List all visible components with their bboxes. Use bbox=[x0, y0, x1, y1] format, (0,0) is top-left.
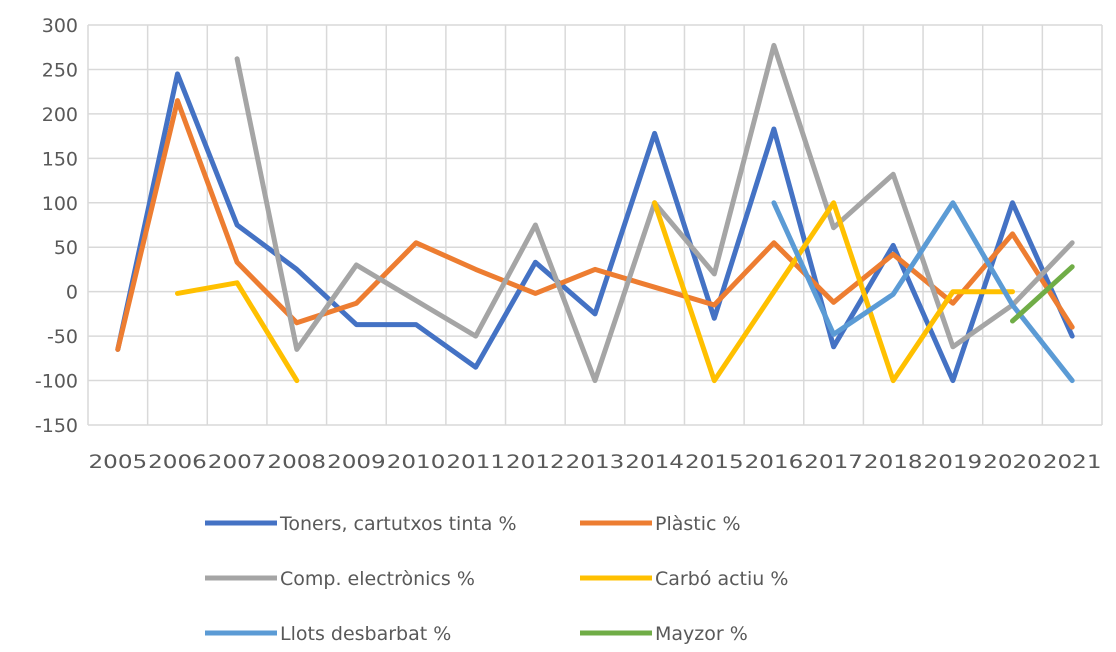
legend-label: Carbó actiu % bbox=[655, 568, 788, 590]
y-tick-label: 150 bbox=[42, 148, 78, 170]
legend-item: Mayzor % bbox=[580, 623, 748, 645]
legend-item: Carbó actiu % bbox=[580, 568, 788, 590]
y-tick-label: 250 bbox=[42, 59, 78, 81]
series-line bbox=[175, 280, 300, 384]
y-tick-label: 300 bbox=[42, 15, 78, 37]
legend-label: Comp. electrònics % bbox=[280, 568, 475, 590]
series-toners-cartutxos-tinta bbox=[115, 71, 1075, 384]
legend: Toners, cartutxos tinta % Plàstic % Comp. … bbox=[205, 513, 788, 645]
series-line bbox=[1010, 264, 1075, 324]
series-lines bbox=[115, 42, 1075, 384]
series-line bbox=[652, 200, 1015, 384]
y-tick-label: 50 bbox=[54, 237, 78, 259]
y-axis-ticks: 300 250 200 150 100 50 0 -50 -100 -150 bbox=[35, 15, 78, 437]
legend-label: Llots desbarbat % bbox=[280, 623, 451, 645]
series-line bbox=[115, 71, 1075, 384]
y-tick-label: 200 bbox=[42, 104, 78, 126]
legend-item: Toners, cartutxos tinta % bbox=[205, 513, 517, 535]
legend-label: Mayzor % bbox=[655, 623, 748, 645]
x-tick-label: 2009 bbox=[327, 451, 386, 473]
series-llots-desbarbat bbox=[771, 200, 1075, 384]
legend-label: Toners, cartutxos tinta % bbox=[279, 513, 517, 535]
x-tick-label: 2016 bbox=[745, 451, 804, 473]
series-line bbox=[115, 98, 1075, 352]
x-tick-label: 2011 bbox=[446, 451, 505, 473]
x-tick-label: 2007 bbox=[208, 451, 267, 473]
series-carb-actiu bbox=[175, 200, 1015, 384]
x-tick-label: 2015 bbox=[685, 451, 744, 473]
series-mayzor bbox=[1010, 264, 1075, 324]
series-line bbox=[771, 200, 1075, 384]
x-tick-label: 2014 bbox=[625, 451, 684, 473]
legend-item: Comp. electrònics % bbox=[205, 568, 475, 590]
y-tick-label: -100 bbox=[35, 371, 78, 393]
y-tick-label: -150 bbox=[35, 415, 78, 437]
x-tick-label: 2020 bbox=[983, 451, 1042, 473]
legend-label: Plàstic % bbox=[655, 513, 741, 535]
y-tick-label: 0 bbox=[66, 282, 78, 304]
x-tick-label: 2013 bbox=[566, 451, 625, 473]
x-axis-ticks: 2005 2006 2007 2008 2009 2010 2011 2012 2013 2014… bbox=[89, 451, 1102, 473]
x-tick-label: 2010 bbox=[387, 451, 446, 473]
series-pl-stic bbox=[115, 98, 1075, 352]
legend-item: Llots desbarbat % bbox=[205, 623, 451, 645]
x-tick-label: 2021 bbox=[1043, 451, 1102, 473]
grid bbox=[87, 24, 1103, 426]
x-tick-label: 2017 bbox=[804, 451, 863, 473]
x-tick-label: 2018 bbox=[864, 451, 923, 473]
x-tick-label: 2012 bbox=[506, 451, 565, 473]
y-tick-label: 100 bbox=[42, 193, 78, 215]
x-tick-label: 2008 bbox=[267, 451, 326, 473]
x-tick-label: 2019 bbox=[924, 451, 983, 473]
x-tick-label: 2006 bbox=[148, 451, 207, 473]
y-tick-label: -50 bbox=[47, 326, 78, 348]
x-tick-label: 2005 bbox=[89, 451, 148, 473]
legend-item: Plàstic % bbox=[580, 513, 741, 535]
